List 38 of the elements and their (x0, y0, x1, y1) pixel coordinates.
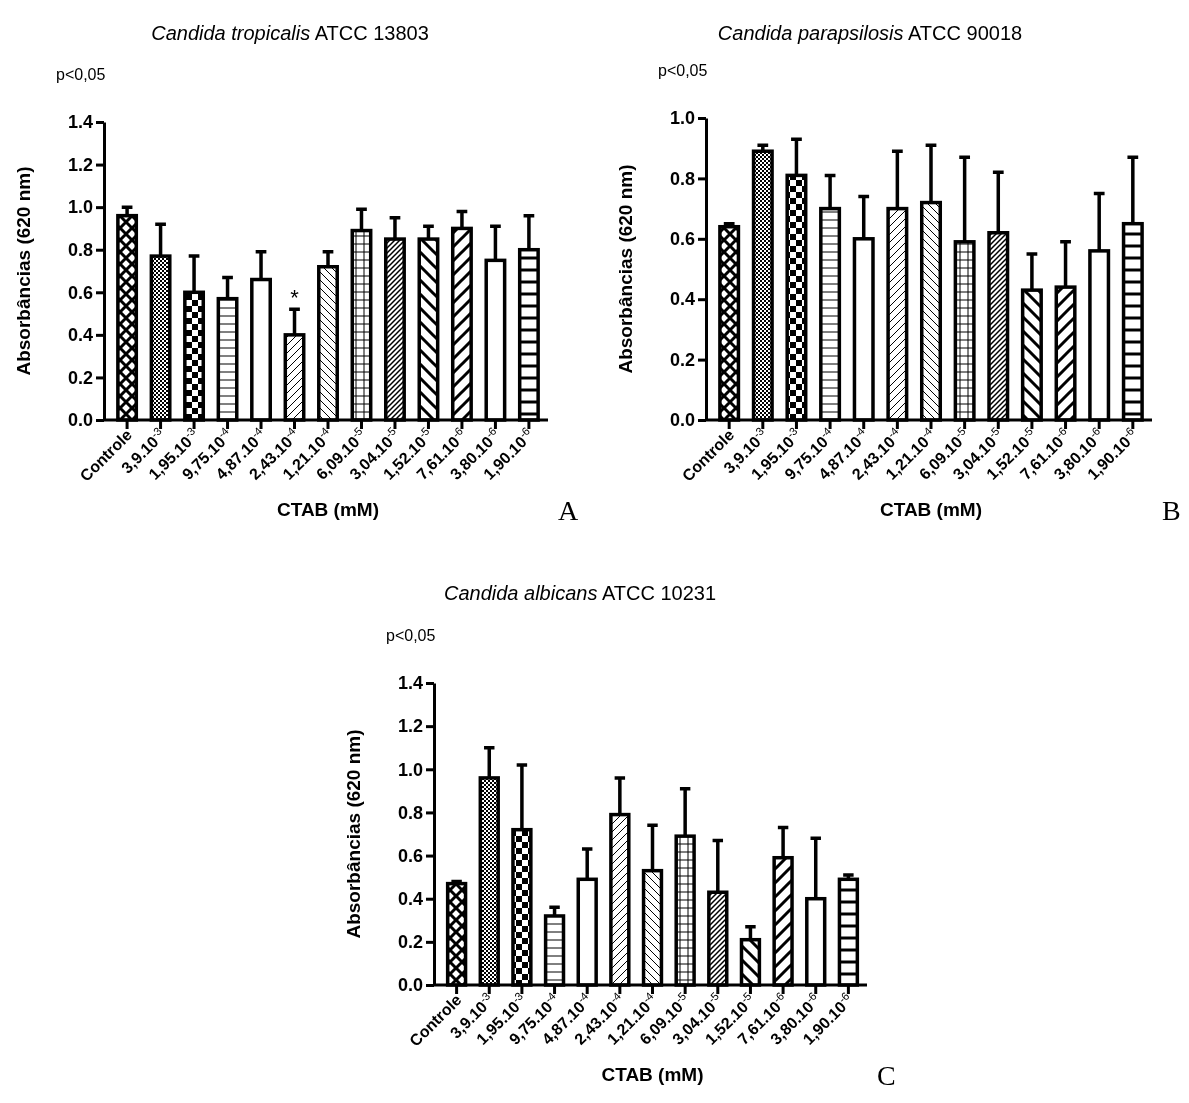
y-tick-label: 0.8 (67, 239, 93, 260)
annotation: * (290, 285, 300, 311)
text: p<0,05 (386, 627, 436, 644)
text: p<0,05 (658, 62, 708, 79)
y-tick-label: 0.6 (669, 229, 695, 250)
y-axis-title: Absorbâncias (620 nm) (13, 166, 34, 376)
y-tick-label: 1.0 (67, 197, 93, 218)
y-tick-label: 0.4 (397, 888, 423, 909)
y-tick-label: 0.2 (67, 367, 93, 388)
y-tick-label: 0.8 (397, 802, 423, 823)
chart-title: Candida tropicalis ATCC 13803 (151, 22, 429, 44)
text: C (877, 1060, 896, 1091)
chart-title: Candida albicans ATCC 10231 (443, 582, 717, 604)
x-axis-title: CTAB (mM) (879, 499, 983, 520)
x-axis-title: CTAB (mM) (276, 499, 380, 520)
y-tick-label: 1.2 (67, 154, 93, 175)
y-tick-label: 0.8 (669, 168, 695, 189)
text: B (1162, 495, 1181, 526)
y-tick-label: 1.0 (397, 759, 423, 780)
y-tick-label: 0.4 (67, 325, 93, 346)
chart-title: Candida parapsilosis ATCC 90018 (717, 22, 1023, 44)
y-tick-label: 0.6 (397, 845, 423, 866)
y-tick-label: 0.0 (397, 975, 423, 996)
y-tick-label: 1.4 (397, 673, 423, 694)
y-axis-title: Absorbâncias (620 nm) (343, 729, 364, 939)
y-tick-label: 1.2 (397, 716, 423, 737)
y-tick-label: 0.2 (397, 932, 423, 953)
y-tick-label: 0.0 (67, 410, 93, 431)
x-axis-title: CTAB (mM) (601, 1064, 704, 1085)
y-tick-label: 0.2 (669, 349, 695, 370)
y-tick-label: 0.0 (669, 410, 695, 431)
y-tick-label: 1.0 (669, 108, 695, 129)
y-tick-label: 1.4 (67, 112, 93, 133)
y-tick-label: 0.4 (669, 289, 695, 310)
y-axis-title: Absorbâncias (620 nm) (615, 164, 636, 374)
text: p<0,05 (56, 66, 106, 83)
y-tick-label: 0.6 (67, 282, 93, 303)
text: A (558, 495, 579, 526)
